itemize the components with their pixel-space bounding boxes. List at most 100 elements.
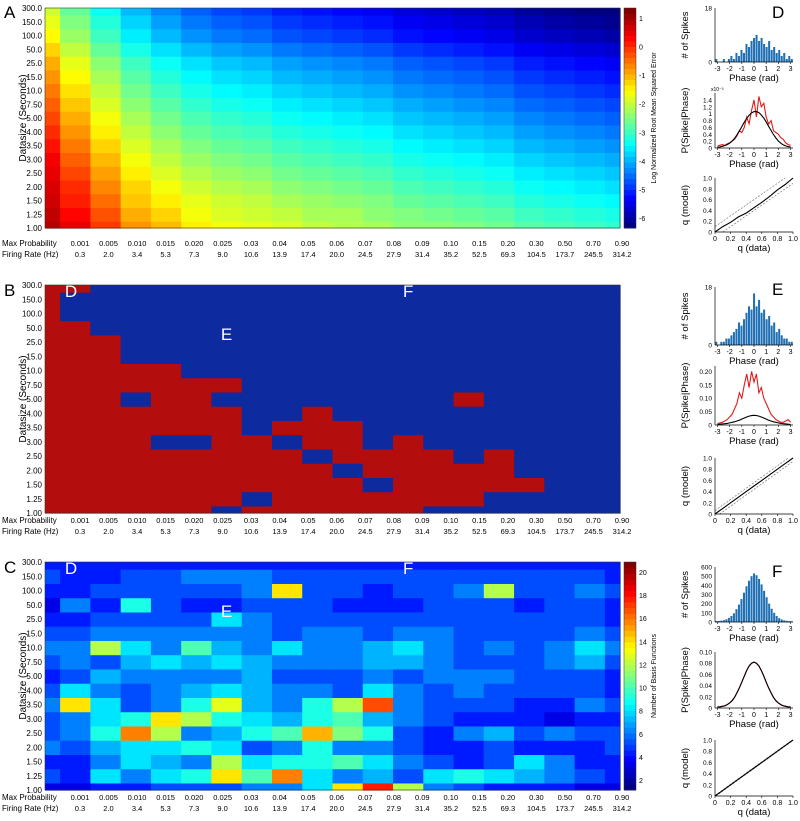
x-tick-label: 0: [752, 626, 756, 633]
heatmap-cell: [423, 597, 455, 613]
heatmap-cell: [45, 491, 61, 507]
heatmap-cell: [60, 711, 91, 727]
heatmap-cell: [45, 124, 61, 140]
x-tick-label-rate: 35.2: [444, 804, 459, 813]
heatmap-cell: [271, 768, 303, 784]
heatmap-cell: [45, 562, 61, 570]
heatmap-cell: [271, 782, 303, 791]
heatmap-cell: [453, 562, 485, 570]
heatmap-cell: [241, 597, 273, 613]
heatmap-cell: [181, 626, 213, 641]
heatmap-cell: [483, 725, 515, 741]
ks-series-line: [714, 177, 794, 233]
y-tick-label: 3.00: [26, 155, 42, 164]
histogram-bar: [717, 620, 720, 622]
colorbar-segment: [624, 761, 636, 768]
heatmap-cell: [302, 711, 334, 727]
y-tick-label: 300.0: [22, 558, 43, 567]
heatmap-cell: [90, 754, 122, 770]
colorbar-segment: [624, 167, 636, 174]
colorbar-segment: [624, 173, 636, 179]
y-tick-label: 0.10: [699, 650, 712, 657]
heatmap-cell: [241, 420, 273, 436]
heatmap-cell: [483, 285, 515, 293]
histogram-bar: [722, 59, 725, 62]
colorbar-tick-label: 10: [639, 686, 647, 693]
heatmap-cell: [302, 725, 334, 741]
y-tick-label: 0.10: [699, 396, 712, 403]
heatmap-cell: [423, 697, 455, 713]
heatmap-cell: [302, 56, 334, 71]
heatmap-cell: [45, 69, 61, 85]
x-tick-label-rate: 69.3: [501, 527, 516, 536]
heatmap-cell: [302, 28, 334, 43]
heatmap-cell: [211, 138, 243, 153]
heatmap-cell: [150, 207, 182, 222]
heatmap-cell: [181, 463, 213, 478]
x-tick-label-probability: 0.05: [301, 239, 316, 248]
heatmap-cell: [514, 138, 545, 153]
heatmap-cell: [241, 491, 273, 507]
histogram-bar: [775, 53, 778, 62]
heatmap-cell: [544, 193, 576, 208]
heatmap-cell: [393, 725, 424, 741]
heatmap-cell: [120, 562, 152, 570]
heatmap-cell: [483, 754, 515, 770]
histogram-bar: [783, 620, 786, 622]
heatmap-cell: [393, 597, 424, 613]
probability-series-line: [717, 661, 791, 708]
y-tick-label: 0.20: [699, 369, 712, 376]
heatmap-cell: [423, 334, 455, 350]
heatmap-cell: [211, 683, 243, 698]
colorbar-segment: [624, 744, 636, 751]
probability-series-line: [717, 96, 791, 147]
heatmap-cell: [181, 193, 213, 208]
heatmap-cell: [120, 597, 152, 613]
x-tick-label-rate: 31.4: [415, 804, 430, 813]
heatmap-cell: [332, 377, 364, 393]
histogram-bar: [753, 293, 756, 345]
heatmap-cell: [60, 406, 91, 421]
heatmap-cell: [514, 56, 545, 71]
x-tick-label: -1: [739, 712, 745, 719]
heatmap-cell: [574, 626, 606, 641]
heatmap-cell: [90, 285, 122, 293]
heatmap-cell: [60, 391, 91, 407]
heatmap-cell: [544, 152, 576, 167]
heatmap-cell: [120, 491, 152, 507]
heatmap-cell: [150, 626, 182, 641]
heatmap-cell: [271, 406, 303, 421]
heatmap-cell: [271, 377, 303, 393]
heatmap-cell: [574, 349, 606, 364]
heatmap-cell: [483, 640, 515, 656]
heatmap-cell: [90, 434, 122, 450]
heatmap-cell: [604, 583, 621, 599]
heatmap-cell: [90, 583, 122, 599]
heatmap-cell: [362, 292, 394, 307]
ks-lower-bound: [719, 461, 794, 515]
x-tick-label: 0.6: [757, 518, 767, 525]
heatmap-cell: [604, 306, 621, 322]
heatmap-cell: [453, 654, 485, 670]
x-tick-label-rate: 0.3: [75, 527, 85, 536]
heatmap-cell: [483, 166, 515, 181]
x-tick-label-rate: 9.0: [217, 804, 227, 813]
histogram-bar: [768, 41, 771, 62]
heatmap-cell: [45, 569, 61, 584]
histogram-bar: [760, 312, 763, 345]
heatmap-cell: [60, 306, 91, 322]
heatmap-cell: [544, 320, 576, 336]
colorbar-segment: [624, 733, 636, 740]
heatmap-cell: [60, 138, 91, 153]
heatmap-cell: [604, 8, 621, 16]
heatmap-cell: [423, 221, 455, 229]
probability-series-line: [717, 661, 791, 708]
heatmap-cell: [423, 654, 455, 670]
x-tick-label-probability: 0.010: [128, 239, 147, 248]
histogram-bar: [758, 299, 761, 345]
panel-label-B: B: [4, 281, 15, 300]
heatmap-cell: [241, 193, 273, 208]
y-axis-label: q (model): [680, 466, 691, 506]
x-tick-label-probability: 0.08: [386, 793, 401, 802]
heatmap-cell: [393, 477, 424, 493]
